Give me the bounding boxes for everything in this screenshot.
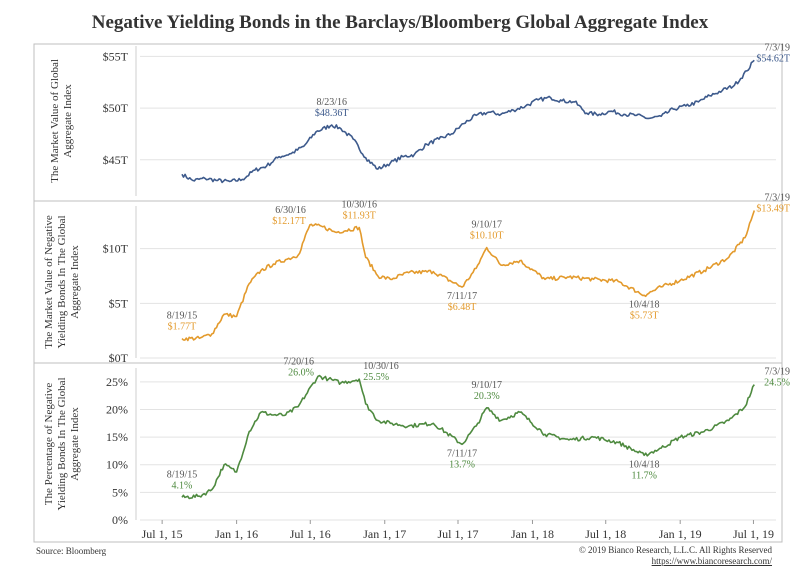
y-tick-label: 10% <box>106 458 128 472</box>
data-annotation-line: 9/10/17 <box>471 380 502 391</box>
y-axis-label: The Market Value of GlobalAggregate Inde… <box>49 59 74 183</box>
y-axis-label-line: Yielding Bonds In The Global <box>56 215 68 348</box>
x-tick-label: Jul 1, 16 <box>290 527 331 541</box>
data-annotation-line: 10/30/16 <box>341 200 377 211</box>
y-tick-label: 25% <box>106 375 128 389</box>
series-line <box>181 210 756 342</box>
data-annotation: 10/4/18 11.7% <box>629 459 660 481</box>
y-axis-label-line: The Market Value of Global <box>49 59 61 183</box>
data-annotation: 7/3/19 24.5% <box>764 367 790 389</box>
data-annotation-line: $13.49T <box>756 203 790 214</box>
x-tick-label: Jan 1, 17 <box>363 527 406 541</box>
data-annotation: 7/3/19 $54.62T <box>756 42 790 64</box>
y-tick-label: 15% <box>106 430 128 444</box>
data-annotation-line: 9/10/17 <box>471 220 502 231</box>
chart-border <box>33 43 783 543</box>
data-annotation-line: 25.5% <box>363 372 389 383</box>
source-note: Source: Bloomberg <box>36 546 107 556</box>
data-annotation: 7/20/16 26.0% <box>283 356 314 378</box>
y-axis-label: The Percentage of NegativeYielding Bonds… <box>43 377 81 510</box>
series-line <box>181 59 755 184</box>
y-tick-label: $55T <box>103 49 129 63</box>
data-annotation-line: $11.93T <box>343 211 376 222</box>
y-tick-label: 20% <box>106 402 128 416</box>
data-annotation: 9/10/17 20.3% <box>471 380 502 402</box>
y-tick-label: $10T <box>103 242 129 256</box>
data-annotation-line: 7/11/17 <box>447 291 477 302</box>
data-annotation: 7/3/19 $13.49T <box>756 192 790 214</box>
copyright-block: © 2019 Bianco Research, L.L.C. All Right… <box>579 545 772 567</box>
data-annotation: 10/30/16 $11.93T <box>341 200 377 222</box>
data-annotation-line: 20.3% <box>474 391 500 402</box>
x-tick-label: Jul 1, 18 <box>585 527 626 541</box>
data-annotation: 8/19/15 4.1% <box>167 469 198 491</box>
x-tick-label: Jan 1, 18 <box>511 527 554 541</box>
data-annotation-line: $10.10T <box>470 231 504 242</box>
data-annotation-line: 7/3/19 <box>764 42 790 53</box>
data-annotation-line: 26.0% <box>288 367 314 378</box>
data-annotation-line: 10/30/16 <box>363 361 399 372</box>
x-tick-label: Jul 1, 19 <box>733 527 774 541</box>
y-tick-label: $50T <box>103 101 129 115</box>
data-annotation-line: 8/19/15 <box>167 469 198 480</box>
y-tick-label: $0T <box>109 351 129 365</box>
data-annotation-line: 8/19/15 <box>167 311 198 322</box>
data-annotation: 10/30/16 25.5% <box>363 361 399 383</box>
data-annotation: 8/23/16 $48.36T <box>315 97 349 119</box>
x-tick-label: Jan 1, 19 <box>659 527 702 541</box>
x-tick-label: Jan 1, 16 <box>215 527 258 541</box>
data-annotation: 7/11/17 13.7% <box>447 448 477 470</box>
data-annotation-line: 6/30/16 <box>275 205 306 216</box>
data-annotation: 8/19/15 $1.77T <box>167 311 198 333</box>
data-annotation-line: 24.5% <box>764 378 790 389</box>
y-axis-label-line: Aggregate Index <box>69 407 81 481</box>
data-annotation-line: $1.77T <box>168 322 197 333</box>
y-tick-label: $5T <box>109 296 129 310</box>
y-axis-label-line: The Market Value of Negative <box>43 215 55 349</box>
chart-title: Negative Yielding Bonds in the Barclays/… <box>91 12 709 33</box>
data-annotation: 7/11/17 $6.48T <box>447 291 477 313</box>
x-tick-label: Jul 1, 15 <box>142 527 183 541</box>
data-annotation-line: 8/23/16 <box>316 97 347 108</box>
series-line <box>181 374 755 500</box>
data-annotation: 9/10/17 $10.10T <box>470 220 504 242</box>
data-annotation: 6/30/16 $12.17T <box>272 205 306 227</box>
y-axis-label-line: Aggregate Index <box>62 84 74 158</box>
data-annotation-line: 10/4/18 <box>629 459 660 470</box>
y-tick-label: 5% <box>112 485 128 499</box>
data-annotation-line: $48.36T <box>315 108 349 119</box>
y-tick-label: $45T <box>103 153 129 167</box>
data-annotation-line: 13.7% <box>449 459 475 470</box>
data-annotation-line: 10/4/18 <box>629 299 660 310</box>
source-url[interactable]: https://www.biancoresearch.com/ <box>651 556 772 566</box>
y-axis-label-line: Aggregate Index <box>69 245 81 319</box>
data-annotation-line: $6.48T <box>448 302 477 313</box>
data-annotation-line: 4.1% <box>172 480 193 491</box>
y-axis-label-line: Yielding Bonds In The Global <box>56 377 68 510</box>
data-annotation-line: 7/20/16 <box>283 356 314 367</box>
y-axis-label: The Market Value of NegativeYielding Bon… <box>43 215 81 349</box>
data-annotation-line: 7/3/19 <box>764 192 790 203</box>
data-annotation-line: 7/3/19 <box>764 367 790 378</box>
copyright-text: © 2019 Bianco Research, L.L.C. All Right… <box>578 545 772 555</box>
data-annotation-line: 7/11/17 <box>447 448 477 459</box>
y-axis-label-line: The Percentage of Negative <box>43 383 55 506</box>
data-annotation-line: $5.73T <box>630 310 659 321</box>
data-annotation-line: $12.17T <box>272 216 306 227</box>
y-tick-label: 0% <box>112 513 128 527</box>
x-tick-label: Jul 1, 17 <box>437 527 478 541</box>
data-annotation: 10/4/18 $5.73T <box>629 299 660 321</box>
data-annotation-line: $54.62T <box>756 53 790 64</box>
data-annotation-line: 11.7% <box>631 470 656 481</box>
